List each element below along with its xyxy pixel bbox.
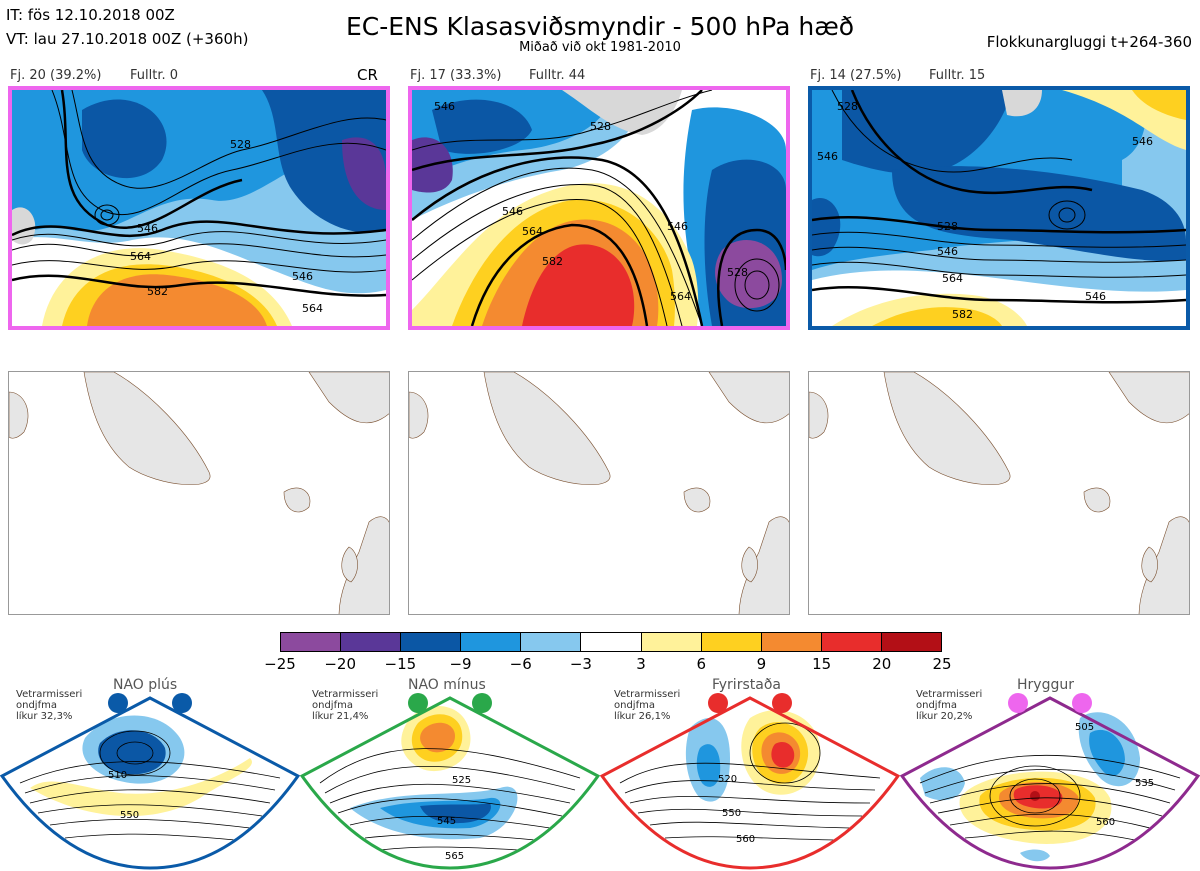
colorbar-segment [641, 633, 702, 651]
colorbar-tick: −3 [569, 655, 592, 673]
contour-label: 582 [147, 285, 168, 298]
contour-label: 546 [292, 270, 313, 283]
colorbar-tick: −6 [509, 655, 532, 673]
page-subtitle: Miðað við okt 1981-2010 [519, 40, 681, 55]
contour-label: 528 [590, 120, 611, 133]
regime-4-info: Vetrarmisseri ondjfma líkur 20,2% [916, 689, 983, 722]
page-title: EC-ENS Klasasviðsmyndir - 500 hPa hæð [345, 12, 855, 41]
contour-label: 510 [108, 770, 127, 781]
colorbar-tick: −15 [384, 655, 417, 673]
cluster-1-map: 528 546 564 582 546 564 [8, 86, 390, 330]
colorbar-segment [761, 633, 822, 651]
contour-label: 564 [522, 225, 543, 238]
contour-label: 560 [736, 834, 755, 845]
colorbar-segment [821, 633, 882, 651]
regime-2-title: NAO mínus [408, 677, 486, 693]
cluster-3-map: 528 546 528 546 564 546 582 546 [808, 86, 1190, 330]
contour-label: 582 [952, 308, 973, 321]
regime-3-title: Fyrirstaða [712, 677, 781, 693]
contour-label: 564 [130, 250, 151, 263]
contour-label: 528 [937, 220, 958, 233]
contour-label: 528 [837, 100, 858, 113]
initial-time: IT: fös 12.10.2018 00Z [6, 6, 175, 24]
colorbar-tick: 6 [696, 655, 707, 673]
contour-label: 525 [452, 775, 471, 786]
contour-label: 546 [1085, 290, 1106, 303]
colorbar-tick: 3 [636, 655, 646, 673]
cluster-3-label: Fj. 14 (27.5%) [810, 68, 902, 83]
colorbar-segment [401, 633, 462, 651]
colorbar-tick: 25 [932, 655, 952, 673]
contour-label: 550 [722, 808, 741, 819]
contour-label: 546 [817, 150, 838, 163]
contour-label: 550 [120, 810, 139, 821]
cluster-2-fulltr: Fulltr. 44 [529, 68, 586, 83]
regime-3-info: Vetrarmisseri ondjfma líkur 26,1% [614, 689, 681, 722]
colorbar-segment [581, 633, 642, 651]
contour-label: 546 [1132, 135, 1153, 148]
colorbar-segment [461, 633, 522, 651]
contour-label: 535 [1135, 778, 1154, 789]
contour-label: 528 [727, 266, 748, 279]
empty-map-3 [808, 371, 1190, 615]
regime-hryggur: 505 535 560 [900, 678, 1200, 871]
contour-label: 560 [1096, 817, 1115, 828]
contour-label: 582 [542, 255, 563, 268]
contour-label: 546 [502, 205, 523, 218]
contour-label: 565 [445, 851, 464, 862]
contour-label: 564 [302, 302, 323, 315]
contour-label: 564 [942, 272, 963, 285]
regime-nao-plus: 510 550 [0, 678, 300, 871]
cluster-1-tag: CR [357, 66, 378, 84]
valid-time: VT: lau 27.10.2018 00Z (+360h) [6, 30, 249, 48]
regime-fyrirstada: 520 550 560 [600, 678, 900, 871]
regime-1-title: NAO plús [113, 677, 178, 693]
contour-label: 546 [937, 245, 958, 258]
colorbar-segment [281, 633, 342, 651]
colorbar-tick: −9 [449, 655, 472, 673]
empty-map-1 [8, 371, 390, 615]
colorbar-tick: 9 [756, 655, 767, 673]
empty-map-2 [408, 371, 790, 615]
contour-label: 546 [434, 100, 455, 113]
colorbar-tick: 15 [812, 655, 832, 673]
contour-label: 528 [230, 138, 251, 151]
contour-label: 564 [670, 290, 691, 303]
regime-2-info: Vetrarmisseri ondjfma líkur 21,4% [312, 689, 379, 722]
cluster-2-label: Fj. 17 (33.3%) [410, 68, 502, 83]
cluster-1-fulltr: Fulltr. 0 [130, 68, 179, 83]
colorbar-tick: −20 [324, 655, 356, 673]
contour-label: 546 [667, 220, 688, 233]
cluster-3-fulltr: Fulltr. 15 [929, 68, 986, 83]
colorbar-segment [701, 633, 762, 651]
colorbar-segment [881, 633, 942, 651]
contour-label: 546 [137, 222, 158, 235]
contour-label: 545 [437, 816, 456, 827]
regime-4-title: Hryggur [1017, 677, 1074, 693]
colorbar-segment [521, 633, 582, 651]
colorbar-segment [341, 633, 402, 651]
regime-1-info: Vetrarmisseri ondjfma líkur 32,3% [16, 689, 83, 722]
contour-label: 520 [718, 774, 737, 785]
colorbar [280, 632, 942, 652]
regime-nao-minus: 525 545 565 [300, 678, 600, 871]
colorbar-tick: 20 [872, 655, 892, 673]
colorbar-tick: −25 [264, 655, 296, 673]
window-label: Flokkunargluggi t+264-360 [986, 33, 1192, 51]
contour-label: 505 [1075, 722, 1094, 733]
cluster-2-map: 528 546 564 582 546 528 564 546 [408, 86, 790, 330]
cluster-1-label: Fj. 20 (39.2%) [10, 68, 102, 83]
